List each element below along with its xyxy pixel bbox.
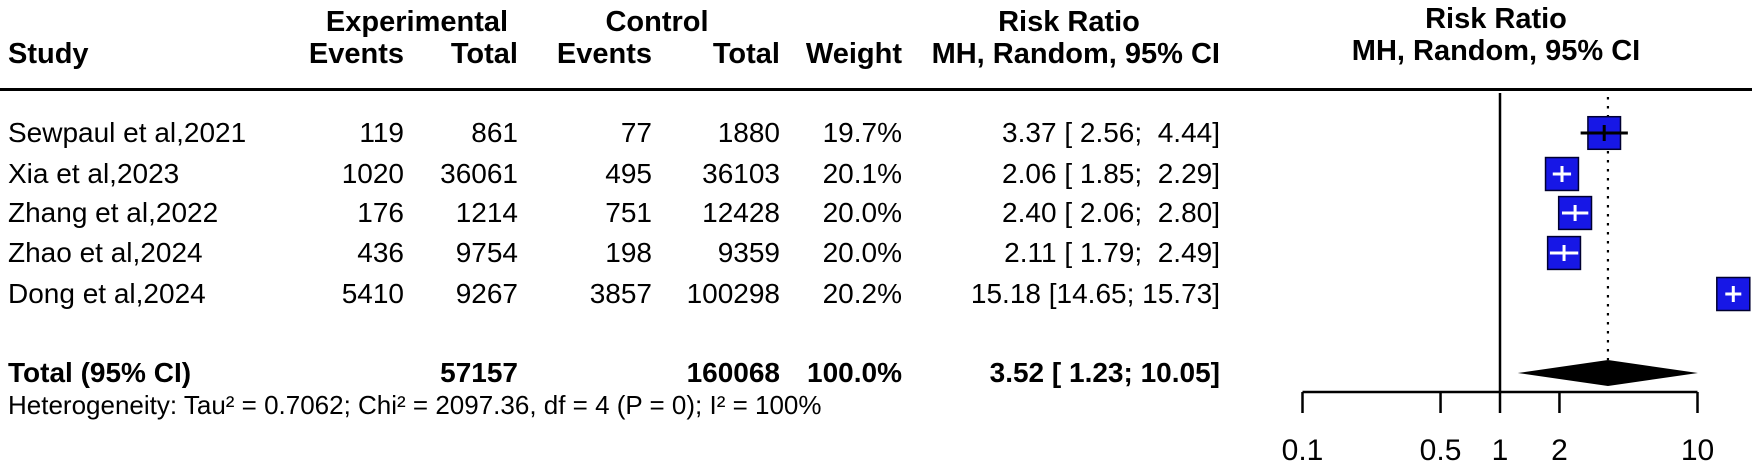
exp-total: 9754 [455,237,518,268]
table-row: Xia et al,2023 1020 36061 495 36103 20.1… [0,154,1236,194]
total-row: Total (95% CI) 57157 160068 100.0% 3.52 … [0,353,1236,393]
heterogeneity-note: Heterogeneity: Tau² = 0.7062; Chi² = 209… [8,390,822,420]
total-weight: 100.0% [807,357,902,388]
table-row: Dong et al,2024 5410 9267 3857 100298 20… [0,274,1236,314]
exp-events: 119 [359,117,404,148]
col-header-weight: Weight [805,37,902,70]
study-label: Zhang et al,2022 [8,197,219,228]
ctrl-events: 3857 [589,278,652,309]
row-weight: 20.1% [822,158,902,189]
col-header-exp-events: Events [308,37,404,70]
exp-total: 861 [471,117,518,148]
row-weight: 20.0% [822,237,902,268]
row-rr-ci: 2.40 [ 2.06; 2.80] [1002,197,1220,228]
row-weight: 20.2% [822,278,902,309]
summary-diamond [1517,360,1698,386]
exp-total: 1214 [455,197,518,228]
total-rr-ci: 3.52 [ 1.23; 10.05] [989,357,1220,388]
exp-events: 5410 [341,278,404,309]
col-header-ctrl-events: Events [556,37,652,70]
total-ctrl-total: 160068 [686,357,780,388]
row-rr-ci: 15.18 [14.65; 15.73] [970,278,1220,309]
exp-events: 1020 [341,158,404,189]
col-header-method-ci: MH, Random, 95% CI [931,37,1220,70]
ctrl-total: 12428 [702,197,780,228]
table-row: Sewpaul et al,2021 119 861 77 1880 19.7%… [0,113,1236,153]
exp-events: 176 [357,197,404,228]
axis-tick-label: 0.5 [1420,434,1462,467]
header-divider [0,88,1752,91]
header-control: Control [605,5,709,38]
header-column-row: Study Events Total Events Total Weight M… [0,34,1236,74]
row-weight: 19.7% [822,117,902,148]
axis-tick-label: 1 [1492,434,1509,467]
axis-tick-label: 10 [1681,434,1714,467]
plot-header-method-ci: MH, Random, 95% CI [1351,35,1641,67]
exp-total: 9267 [455,278,518,309]
ctrl-events: 198 [605,237,652,268]
col-header-study: Study [8,37,89,70]
row-rr-ci: 3.37 [ 2.56; 4.44] [1002,117,1220,148]
header-experimental: Experimental [325,5,509,38]
row-rr-ci: 2.06 [ 1.85; 2.29] [1002,158,1220,189]
exp-events: 436 [357,237,404,268]
col-header-ctrl-total: Total [712,37,780,70]
total-exp-total: 57157 [440,357,518,388]
axis-tick-label: 2 [1551,434,1568,467]
study-label: Dong et al,2024 [8,278,206,309]
table-row: Zhang et al,2022 176 1214 751 12428 20.0… [0,193,1236,233]
header-risk-ratio-text: Risk Ratio [998,5,1140,38]
ctrl-total: 1880 [717,117,780,148]
table-row: Zhao et al,2024 436 9754 198 9359 20.0% … [0,233,1236,273]
plot-header-risk-ratio: Risk Ratio [1425,3,1567,35]
ctrl-total: 36103 [702,158,780,189]
exp-total: 36061 [440,158,518,189]
ctrl-events: 751 [605,197,652,228]
study-label: Xia et al,2023 [8,158,180,189]
header-group-row: Experimental Control Risk Ratio [0,2,1236,42]
ctrl-events: 495 [605,158,652,189]
ctrl-total: 100298 [686,278,780,309]
ctrl-events: 77 [620,117,652,148]
total-label: Total (95% CI) [8,357,192,388]
axis-tick-label: 0.1 [1282,434,1324,467]
col-header-exp-total: Total [450,37,518,70]
ctrl-total: 9359 [717,237,780,268]
forest-plot: 0.1 0.5 1 2 10 [1282,93,1751,467]
row-weight: 20.0% [822,197,902,228]
study-label: Zhao et al,2024 [8,237,203,268]
row-rr-ci: 2.11 [ 1.79; 2.49] [1004,237,1220,268]
study-label: Sewpaul et al,2021 [8,117,247,148]
